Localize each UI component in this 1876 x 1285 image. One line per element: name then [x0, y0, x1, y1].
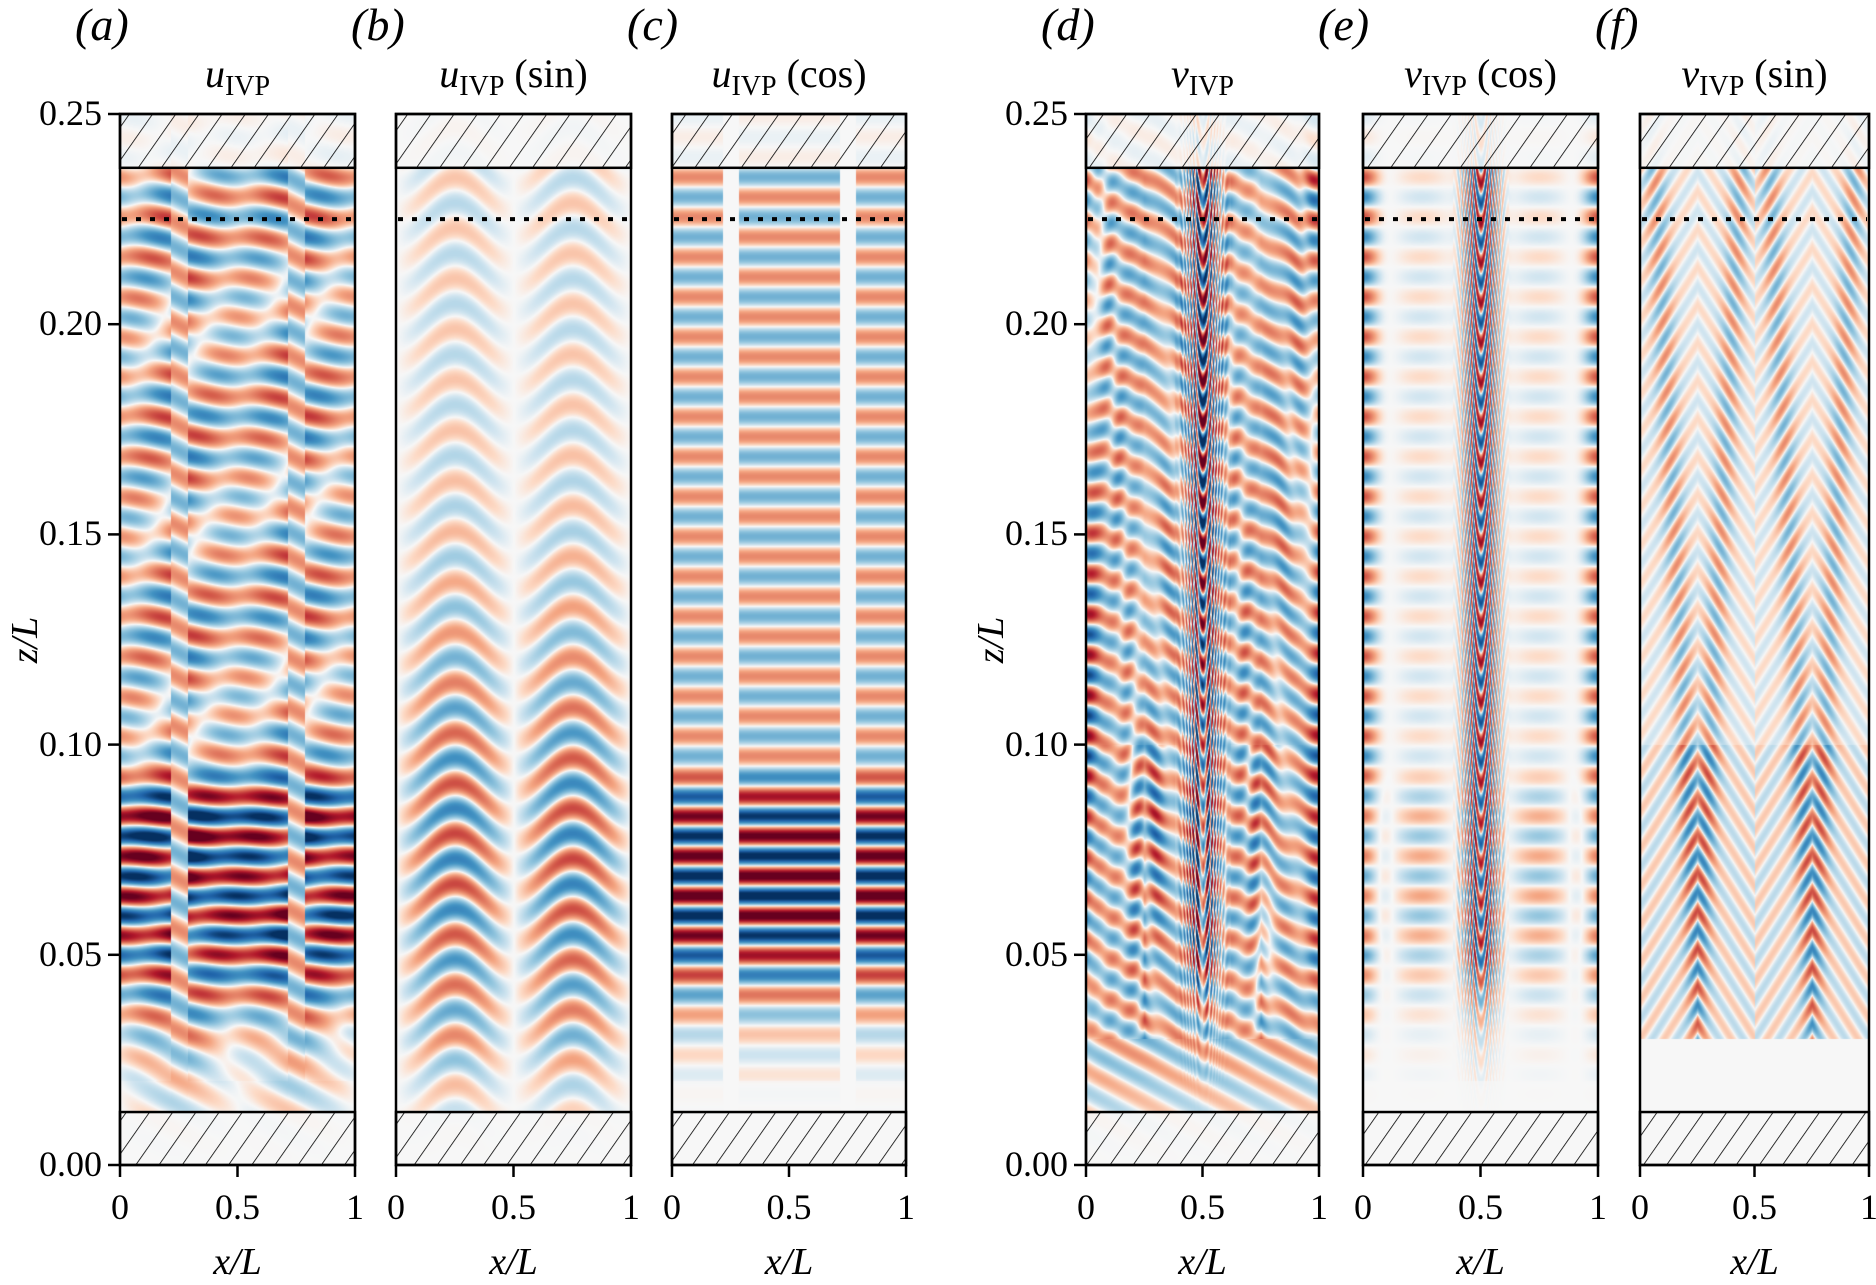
x-axis-label: x/L: [213, 1241, 262, 1283]
panel-title: uIVP (cos): [711, 50, 866, 103]
lower-hatched-region: [1638, 1110, 1871, 1167]
ytick-label: 0.10: [1005, 723, 1068, 764]
xtick-label: 1: [346, 1187, 364, 1227]
title-symbol: v: [1171, 51, 1189, 96]
panel-label: (f): [1595, 0, 1639, 50]
ytick-label: 0.25: [1005, 93, 1068, 133]
lower-hatched-region: [1361, 1110, 1600, 1167]
ytick-label: 0.05: [1005, 933, 1068, 974]
panel-label: (b): [351, 0, 405, 50]
title-subscript: IVP: [1421, 71, 1467, 102]
axes-frame: [1638, 112, 1871, 1167]
xtick-label: 0.5: [1458, 1187, 1503, 1227]
title-subscript: IVP: [224, 71, 271, 102]
ytick-label: 0.15: [39, 513, 102, 554]
heatmap-v_total: [1086, 114, 1319, 1165]
xtick-label: 0.5: [1180, 1187, 1225, 1227]
title-symbol: u: [711, 51, 732, 96]
axes-frame: [670, 112, 908, 1167]
title-suffix: (cos): [1466, 51, 1557, 96]
title-symbol: u: [439, 51, 460, 96]
title-suffix: (sin): [1744, 51, 1828, 96]
upper-hatched-region: [1361, 112, 1600, 170]
xtick-label: 0: [1077, 1187, 1095, 1227]
lower-hatched-region: [118, 1110, 357, 1167]
upper-hatched-region: [118, 112, 357, 170]
panel-title: vIVP (cos): [1404, 50, 1557, 103]
title-suffix: (cos): [776, 51, 867, 96]
axes-frame: [118, 112, 357, 1167]
x-axis-label: x/L: [1730, 1241, 1779, 1283]
axes-frame: [1361, 112, 1600, 1167]
panel-title: uIVP (sin): [439, 50, 587, 103]
xtick-label: 0: [1354, 1187, 1372, 1227]
x-axis-label: x/L: [1456, 1241, 1505, 1283]
title-subscript: IVP: [1699, 71, 1745, 102]
panel-label: (c): [627, 0, 679, 50]
ytick-label: 0.20: [1005, 303, 1068, 344]
heatmap-u_cos: [672, 114, 906, 1165]
panel-title: vIVP (sin): [1681, 50, 1827, 103]
ytick-label: 0.05: [39, 933, 102, 974]
xtick-label: 0: [111, 1187, 129, 1227]
xtick-label: 1: [1860, 1187, 1876, 1227]
heatmap-u_sin: [396, 114, 631, 1165]
xtick-label: 0: [1631, 1187, 1649, 1227]
xtick-label: 0.5: [766, 1187, 812, 1227]
x-axis-label: x/L: [489, 1241, 538, 1283]
xtick-label: 0.5: [215, 1187, 260, 1227]
xtick-label: 0: [387, 1187, 405, 1227]
panel-title: vIVP: [1171, 50, 1234, 103]
title-subscript: IVP: [1188, 71, 1234, 102]
panel-label: (d): [1041, 0, 1095, 50]
heatmap-v_sin: [1640, 114, 1869, 1165]
panel-label: (e): [1318, 0, 1370, 50]
heatmap-u_total: [120, 114, 355, 1165]
title-symbol: v: [1404, 51, 1422, 96]
title-subscript: IVP: [731, 71, 777, 102]
ytick-label: 0.15: [1005, 513, 1068, 554]
heatmap-v_cos: [1363, 114, 1598, 1165]
panel-label: (a): [75, 0, 129, 50]
xtick-label: 0.5: [1732, 1187, 1777, 1227]
panel-title: uIVP: [205, 50, 270, 103]
axes-frame: [1084, 112, 1321, 1167]
lower-hatched-region: [670, 1110, 908, 1167]
xtick-label: 1: [622, 1187, 640, 1227]
axes-frame: [394, 112, 633, 1167]
xtick-label: 0: [663, 1187, 681, 1227]
xtick-label: 1: [1589, 1187, 1607, 1227]
x-axis-label: x/L: [1178, 1241, 1227, 1283]
lower-hatched-region: [394, 1110, 633, 1167]
ytick-label: 0.00: [1005, 1144, 1068, 1184]
ytick-label: 0.25: [39, 93, 102, 133]
ytick-label: 0.10: [39, 723, 102, 764]
x-axis-label: x/L: [764, 1241, 814, 1283]
title-symbol: v: [1681, 51, 1700, 96]
upper-hatched-region: [1084, 112, 1321, 170]
lower-hatched-region: [1084, 1110, 1321, 1167]
upper-hatched-region: [394, 112, 633, 170]
ytick-label: 0.20: [39, 303, 102, 344]
title-subscript: IVP: [459, 71, 505, 102]
xtick-label: 1: [897, 1187, 915, 1227]
ytick-label: 0.00: [39, 1144, 102, 1184]
title-symbol: u: [204, 51, 225, 96]
upper-hatched-region: [1638, 112, 1871, 170]
upper-hatched-region: [670, 112, 908, 170]
xtick-label: 0.5: [491, 1187, 536, 1227]
title-suffix: (sin): [504, 51, 588, 96]
xtick-label: 1: [1310, 1187, 1328, 1227]
